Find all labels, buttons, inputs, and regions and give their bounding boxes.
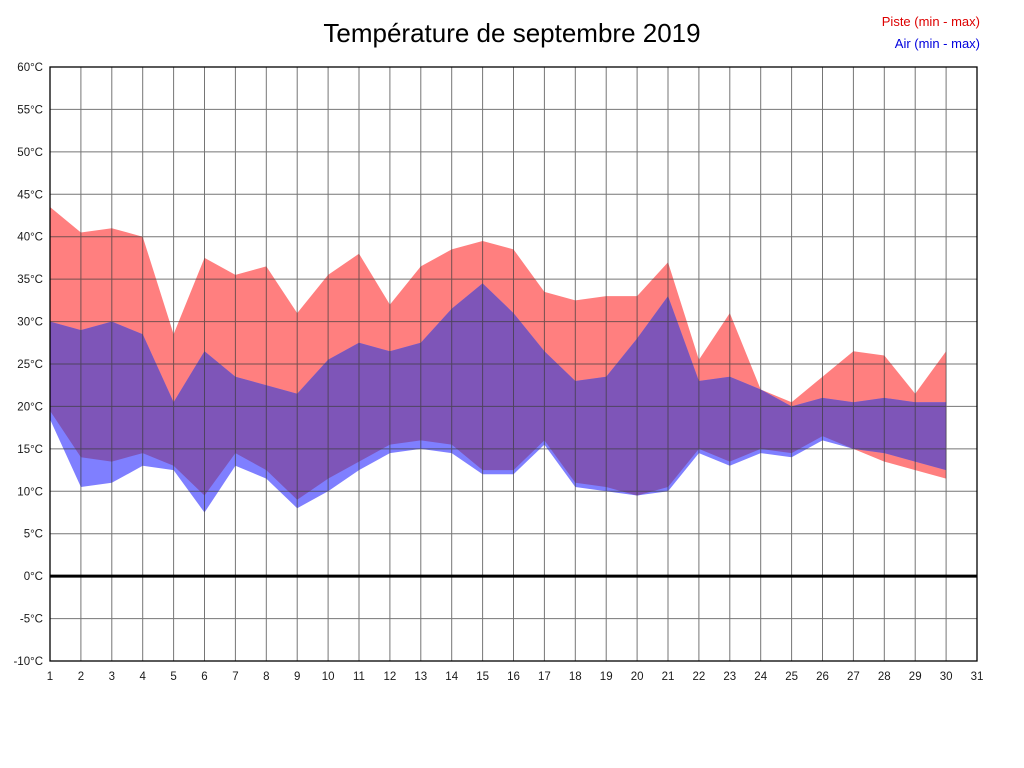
svg-text:40°C: 40°C bbox=[17, 232, 43, 244]
svg-text:4: 4 bbox=[139, 671, 146, 683]
svg-text:5: 5 bbox=[170, 671, 176, 683]
svg-text:20: 20 bbox=[631, 671, 644, 683]
svg-text:30: 30 bbox=[940, 671, 953, 683]
svg-text:60°C: 60°C bbox=[17, 62, 43, 74]
chart-legend: Piste (min - max) Air (min - max) bbox=[882, 11, 980, 55]
svg-text:50°C: 50°C bbox=[17, 147, 43, 159]
svg-text:55°C: 55°C bbox=[17, 104, 43, 116]
svg-text:2: 2 bbox=[78, 671, 84, 683]
svg-text:10: 10 bbox=[322, 671, 335, 683]
svg-text:-10°C: -10°C bbox=[13, 656, 43, 668]
svg-text:17: 17 bbox=[538, 671, 551, 683]
svg-text:45°C: 45°C bbox=[17, 189, 43, 201]
svg-text:19: 19 bbox=[600, 671, 613, 683]
chart-title: Température de septembre 2019 bbox=[323, 18, 701, 48]
svg-text:-5°C: -5°C bbox=[20, 614, 43, 626]
svg-text:13: 13 bbox=[414, 671, 427, 683]
svg-text:29: 29 bbox=[909, 671, 922, 683]
svg-text:15: 15 bbox=[476, 671, 489, 683]
svg-text:25: 25 bbox=[785, 671, 798, 683]
svg-text:14: 14 bbox=[445, 671, 458, 683]
svg-text:35°C: 35°C bbox=[17, 274, 43, 286]
svg-text:28: 28 bbox=[878, 671, 891, 683]
svg-text:8: 8 bbox=[263, 671, 269, 683]
svg-text:31: 31 bbox=[971, 671, 984, 683]
svg-text:10°C: 10°C bbox=[17, 486, 43, 498]
svg-text:7: 7 bbox=[232, 671, 238, 683]
svg-text:18: 18 bbox=[569, 671, 582, 683]
svg-text:11: 11 bbox=[353, 671, 365, 683]
svg-text:27: 27 bbox=[847, 671, 860, 683]
svg-text:9: 9 bbox=[294, 671, 300, 683]
svg-text:5°C: 5°C bbox=[24, 529, 43, 541]
svg-text:25°C: 25°C bbox=[17, 359, 43, 371]
svg-text:12: 12 bbox=[384, 671, 397, 683]
svg-text:26: 26 bbox=[816, 671, 829, 683]
svg-text:20°C: 20°C bbox=[17, 401, 43, 413]
svg-text:1: 1 bbox=[47, 671, 53, 683]
svg-text:6: 6 bbox=[201, 671, 207, 683]
svg-text:0°C: 0°C bbox=[24, 571, 43, 583]
svg-text:22: 22 bbox=[693, 671, 706, 683]
svg-text:21: 21 bbox=[662, 671, 675, 683]
svg-text:23: 23 bbox=[723, 671, 736, 683]
svg-text:30°C: 30°C bbox=[17, 317, 43, 329]
legend-air-label: Air (min - max) bbox=[894, 36, 980, 51]
svg-text:15°C: 15°C bbox=[17, 444, 43, 456]
svg-text:16: 16 bbox=[507, 671, 520, 683]
svg-text:24: 24 bbox=[754, 671, 767, 683]
legend-piste-label: Piste (min - max) bbox=[881, 14, 980, 29]
svg-text:3: 3 bbox=[109, 671, 115, 683]
